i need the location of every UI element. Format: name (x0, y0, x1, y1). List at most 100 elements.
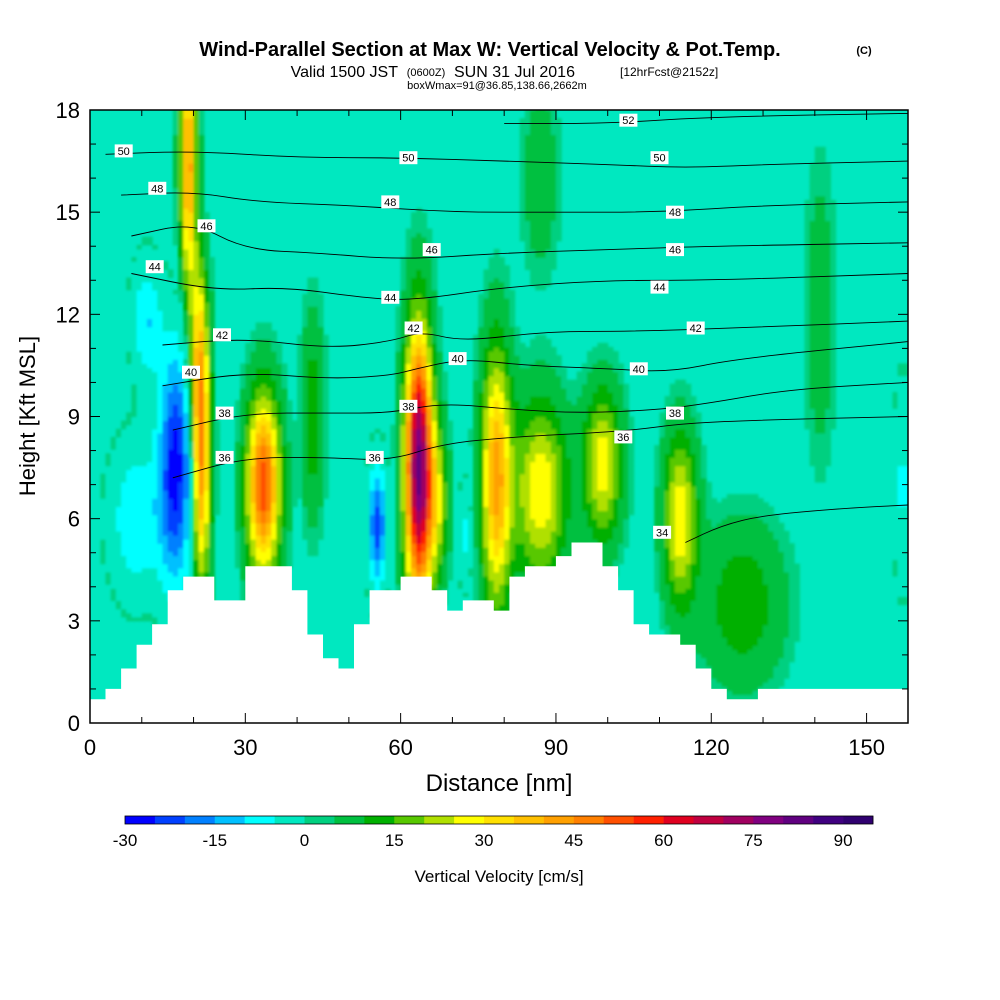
velocity-cell (266, 371, 272, 377)
velocity-cell (136, 486, 143, 491)
velocity-cell (291, 436, 298, 442)
velocity-cell (266, 404, 272, 409)
velocity-cell (193, 547, 200, 552)
velocity-cell (172, 571, 179, 577)
velocity-cell (457, 486, 464, 491)
velocity-cell (141, 453, 148, 458)
velocity-cell (126, 322, 132, 328)
velocity-cell (499, 575, 505, 581)
velocity-cell (250, 404, 257, 409)
velocity-cell (105, 477, 112, 483)
velocity-cell (473, 342, 479, 348)
velocity-cell (121, 498, 127, 503)
velocity-cell (193, 330, 200, 336)
velocity-cell (157, 355, 164, 360)
velocity-cell (271, 428, 277, 434)
velocity-cell (183, 289, 189, 295)
velocity-cell (198, 502, 205, 507)
velocity-cell (209, 436, 215, 442)
velocity-cell (276, 539, 283, 544)
velocity-cell (115, 596, 122, 601)
velocity-cell (379, 530, 386, 536)
velocity-cell (442, 371, 448, 377)
velocity-cell (405, 449, 412, 454)
velocity-cell (183, 506, 189, 512)
velocity-cell (126, 506, 132, 512)
velocity-cell (421, 289, 428, 295)
velocity-cell (457, 559, 464, 565)
velocity-cell (115, 604, 122, 610)
velocity-cell (302, 486, 309, 491)
velocity-cell (162, 383, 169, 389)
velocity-cell (193, 118, 200, 123)
velocity-cell (245, 367, 252, 373)
velocity-cell (483, 351, 490, 356)
velocity-cell (488, 400, 495, 405)
velocity-cell (302, 338, 309, 344)
velocity-cell (203, 432, 210, 438)
velocity-cell (146, 392, 153, 397)
velocity-cell (493, 555, 500, 561)
velocity-cell (488, 547, 495, 552)
velocity-cell (369, 445, 376, 450)
velocity-cell (141, 375, 148, 381)
velocity-cell (297, 469, 303, 475)
velocity-cell (416, 289, 422, 295)
velocity-cell (183, 477, 189, 483)
velocity-cell (172, 522, 179, 528)
velocity-cell (421, 298, 428, 303)
velocity-cell (276, 428, 283, 434)
velocity-cell (442, 490, 448, 495)
velocity-cell (245, 408, 252, 413)
velocity-cell (431, 502, 438, 507)
velocity-cell (115, 526, 122, 532)
velocity-cell (167, 359, 174, 364)
velocity-cell (214, 506, 221, 512)
velocity-cell (198, 183, 205, 189)
velocity-cell (442, 449, 448, 454)
velocity-cell (193, 281, 200, 287)
velocity-cell (260, 539, 267, 544)
velocity-cell (488, 347, 495, 352)
velocity-cell (115, 436, 122, 442)
velocity-cell (146, 293, 153, 299)
velocity-cell (411, 526, 417, 532)
velocity-cell (307, 441, 314, 446)
velocity-cell (141, 371, 148, 377)
velocity-cell (307, 449, 314, 454)
velocity-cell (307, 465, 314, 471)
velocity-cell (131, 461, 138, 467)
velocity-cell (488, 530, 495, 536)
velocity-cell (312, 490, 319, 495)
velocity-cell (157, 318, 164, 324)
velocity-cell (203, 265, 210, 270)
velocity-cell (317, 481, 324, 487)
velocity-cell (317, 449, 324, 454)
velocity-cell (235, 420, 241, 426)
velocity-cell (172, 420, 179, 426)
velocity-cell (172, 204, 179, 209)
velocity-cell (146, 298, 153, 303)
velocity-cell (146, 600, 153, 606)
velocity-cell (209, 326, 215, 332)
velocity-cell (411, 379, 417, 385)
velocity-cell (183, 171, 189, 176)
velocity-cell (141, 363, 148, 369)
velocity-cell (121, 486, 127, 491)
velocity-cell (162, 494, 169, 499)
velocity-cell (157, 604, 164, 610)
velocity-cell (183, 481, 189, 487)
velocity-cell (478, 298, 485, 303)
velocity-cell (260, 559, 267, 565)
velocity-cell (426, 555, 433, 561)
velocity-cell (245, 469, 252, 475)
velocity-cell (473, 359, 479, 364)
velocity-cell (188, 187, 195, 193)
velocity-cell (172, 473, 179, 479)
velocity-cell (307, 322, 314, 328)
velocity-cell (157, 334, 164, 340)
velocity-cell (136, 526, 143, 532)
velocity-cell (141, 392, 148, 397)
velocity-cell (467, 428, 474, 434)
velocity-cell (240, 392, 246, 397)
